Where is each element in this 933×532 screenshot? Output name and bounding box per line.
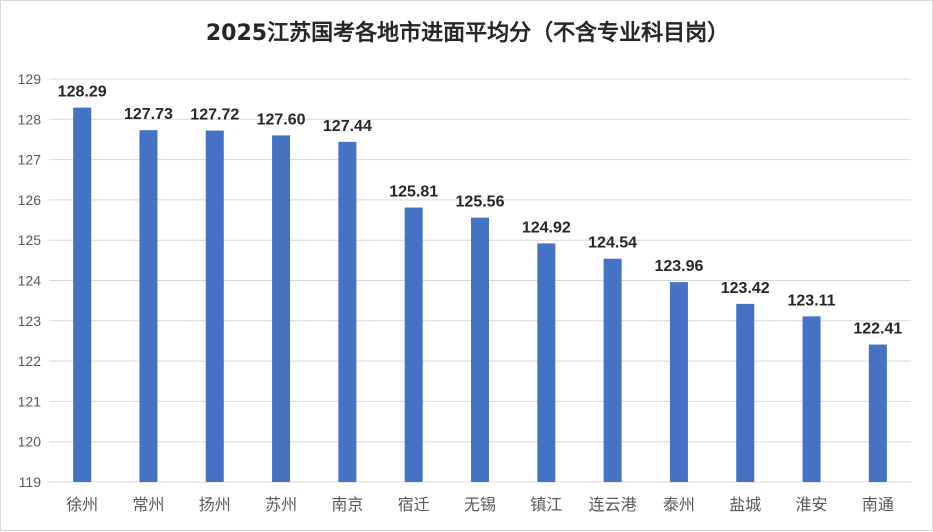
y-tick-label: 119 xyxy=(19,474,42,490)
data-label: 123.11 xyxy=(788,292,836,309)
data-label: 122.41 xyxy=(853,321,902,338)
data-label: 124.54 xyxy=(588,235,637,252)
data-label: 125.81 xyxy=(389,184,438,201)
data-label: 127.73 xyxy=(124,106,173,123)
data-label: 123.42 xyxy=(721,280,770,297)
y-tick-label: 127 xyxy=(18,152,42,168)
bar xyxy=(471,217,489,482)
labels: 119 120 121 122 123 124 125 126 127 128 129 128.29 徐… xyxy=(18,71,903,514)
data-label: 127.72 xyxy=(190,107,239,124)
data-label: 123.96 xyxy=(654,258,703,275)
bar xyxy=(537,243,556,482)
bars xyxy=(73,107,887,483)
x-category-label: 连云港 xyxy=(589,495,637,514)
data-label: 124.92 xyxy=(522,219,571,236)
bar xyxy=(603,258,622,482)
bar xyxy=(802,316,821,482)
x-category-label: 无锡 xyxy=(464,495,496,514)
x-category-label: 南通 xyxy=(862,495,894,514)
chart-title: 2025江苏国考各地市进面平均分（不含专业科目岗） xyxy=(205,21,730,46)
bar xyxy=(272,135,291,483)
y-tick-label: 120 xyxy=(18,434,42,450)
y-tick-label: 124 xyxy=(18,273,42,289)
y-tick-label: 128 xyxy=(18,111,42,127)
x-category-label: 淮安 xyxy=(796,495,828,514)
x-category-label: 苏州 xyxy=(265,495,297,514)
x-category-label: 徐州 xyxy=(66,495,98,514)
data-label: 128.29 xyxy=(58,84,107,101)
x-category-label: 宿迁 xyxy=(398,495,430,514)
bar xyxy=(669,282,688,482)
x-category-label: 泰州 xyxy=(663,495,695,514)
x-category-label: 南京 xyxy=(331,495,363,514)
y-tick-label: 121 xyxy=(18,393,42,409)
y-tick-label: 123 xyxy=(18,313,42,329)
y-tick-label: 125 xyxy=(18,232,42,248)
bar xyxy=(868,344,887,482)
y-tick-label: 126 xyxy=(18,192,42,208)
y-tick-label: 129 xyxy=(18,71,42,87)
data-label: 127.60 xyxy=(257,111,306,128)
bar xyxy=(139,130,158,482)
x-category-label: 扬州 xyxy=(199,495,231,514)
x-category-label: 常州 xyxy=(132,495,164,514)
data-label: 125.56 xyxy=(456,194,505,211)
bar xyxy=(73,107,92,482)
bar xyxy=(205,130,224,483)
bar xyxy=(338,141,357,483)
data-label: 127.44 xyxy=(323,118,372,135)
y-tick-label: 122 xyxy=(18,353,42,369)
bar xyxy=(404,207,423,482)
x-category-label: 镇江 xyxy=(530,495,562,514)
x-category-label: 盐城 xyxy=(729,495,761,514)
bar xyxy=(736,303,755,482)
